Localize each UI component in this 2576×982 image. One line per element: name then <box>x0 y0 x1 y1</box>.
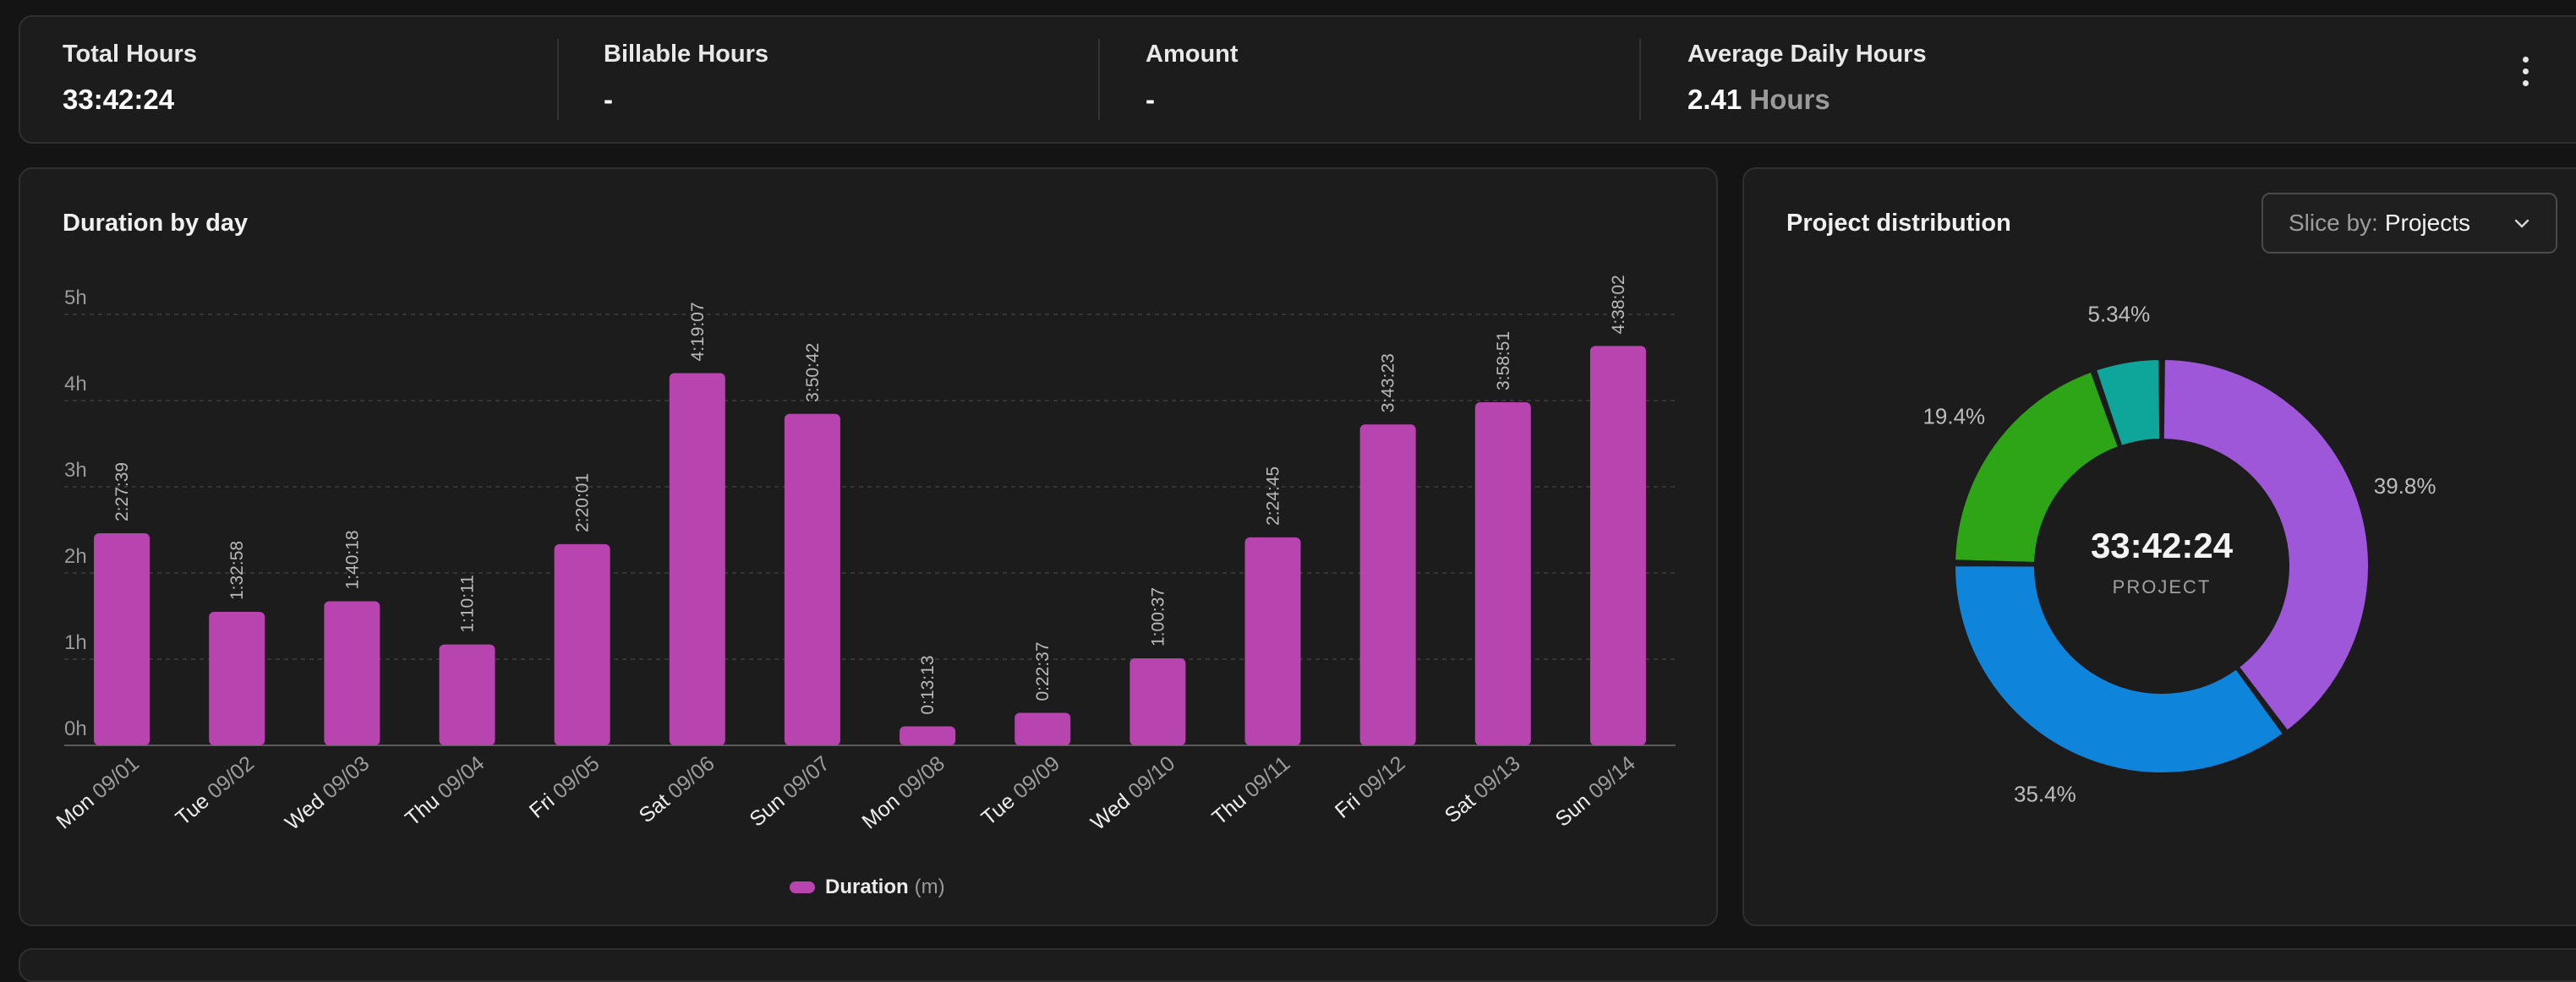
bar[interactable] <box>784 413 840 745</box>
bar[interactable] <box>900 726 956 745</box>
stat-amount: Amount - <box>1146 41 1239 116</box>
divider <box>1639 39 1641 120</box>
stat-value: - <box>604 84 613 115</box>
bar-value-label: 3:50:42 <box>803 343 823 402</box>
summary-bar: Total Hours 33:42:24 Billable Hours - Am… <box>19 15 2576 144</box>
kebab-menu-icon[interactable] <box>2519 57 2532 95</box>
stat-value: - <box>1146 84 1155 115</box>
donut-slice[interactable] <box>1953 565 2284 774</box>
slice-by-select[interactable]: Slice by: Projects <box>2262 193 2557 254</box>
x-tick-label: Tue 09/09 <box>977 751 1065 830</box>
bar[interactable] <box>324 601 380 745</box>
bar[interactable] <box>1589 346 1646 745</box>
legend-unit: (m) <box>914 876 945 898</box>
project-distribution-panel: Project distribution Slice by: Projects … <box>1742 167 2576 926</box>
x-tick-label: Sun 09/14 <box>1551 751 1639 832</box>
x-tick-label: Tue 09/02 <box>172 751 260 830</box>
stat-label: Average Daily Hours <box>1687 41 1927 68</box>
y-tick-label: 2h <box>64 545 87 568</box>
slice-percent-label: 39.8% <box>2374 473 2437 499</box>
bar[interactable] <box>1474 401 1531 745</box>
x-tick-label: Wed 09/10 <box>1086 751 1179 835</box>
bar-value-label: 1:32:58 <box>227 541 247 600</box>
next-panel-edge <box>19 948 2576 982</box>
x-tick-label: Mon 09/08 <box>857 751 949 833</box>
x-tick-label: Thu 09/11 <box>1208 751 1295 830</box>
panel-title: Duration by day <box>63 210 249 237</box>
stat-label: Billable Hours <box>604 41 768 68</box>
slice-by-prefix: Slice by: <box>2289 210 2378 236</box>
bar[interactable] <box>1129 657 1186 745</box>
bar-value-label: 4:19:07 <box>688 302 708 361</box>
bar-value-label: 0:13:13 <box>918 655 938 714</box>
x-tick-label: Mon 09/01 <box>52 751 144 833</box>
x-tick-label: Fri 09/12 <box>1331 751 1410 823</box>
donut-center-label: PROJECT <box>2113 576 2212 597</box>
stat-value: 33:42:24 <box>63 84 175 115</box>
stat-value: 2.41 Hours <box>1687 84 1927 116</box>
stat-label: Total Hours <box>63 41 197 68</box>
y-tick-label: 4h <box>64 373 87 396</box>
panel-title: Project distribution <box>1786 210 2011 237</box>
donut-center-value: 33:42:24 <box>2091 526 2234 565</box>
bar-value-label: 1:10:11 <box>458 575 478 633</box>
x-tick-label: Sat 09/13 <box>1441 751 1525 827</box>
x-tick-label: Thu 09/04 <box>401 751 489 831</box>
y-tick-label: 0h <box>64 717 87 740</box>
divider <box>557 39 559 120</box>
slice-by-value: Projects <box>2384 210 2470 236</box>
bar[interactable] <box>1359 424 1416 745</box>
duration-bar-chart: 0h 1h 2h 3h 4h 5h 2:27:39 Mon 09/01 1:32:58 Tue 0… <box>52 275 1676 835</box>
stat-billable-hours: Billable Hours - <box>604 41 768 116</box>
bar-value-label: 3:58:51 <box>1494 331 1513 390</box>
divider <box>1098 39 1100 120</box>
y-tick-label: 5h <box>64 286 87 309</box>
bar-value-label: 0:22:37 <box>1033 641 1053 701</box>
x-tick-label: Fri 09/05 <box>525 751 604 823</box>
bar[interactable] <box>554 543 610 745</box>
bar-value-label: 1:40:18 <box>342 530 362 589</box>
x-tick-label: Sat 09/06 <box>635 751 719 827</box>
bar-value-label: 3:43:23 <box>1379 353 1398 412</box>
donut-slice[interactable] <box>1954 370 2119 564</box>
bar-value-label: 1:00:37 <box>1148 587 1168 646</box>
bar-value-label: 2:20:01 <box>573 473 593 532</box>
slice-percent-label: 5.34% <box>2088 301 2151 326</box>
bar[interactable] <box>209 612 265 745</box>
stat-average-daily-hours: Average Daily Hours 2.41 Hours <box>1687 41 1927 116</box>
bar[interactable] <box>1244 537 1301 745</box>
legend-swatch <box>790 881 815 893</box>
bar[interactable] <box>94 532 150 745</box>
legend-label: Duration <box>825 876 909 898</box>
chevron-down-icon <box>2514 219 2530 228</box>
bar[interactable] <box>439 644 495 745</box>
bar[interactable] <box>669 373 725 745</box>
bar-value-label: 2:27:39 <box>112 462 132 521</box>
chart-legend[interactable]: Duration (m) <box>790 876 945 899</box>
slice-percent-label: 19.4% <box>1922 404 1985 429</box>
donut-slice[interactable] <box>2095 358 2162 447</box>
slice-percent-label: 35.4% <box>2014 782 2076 807</box>
project-donut-chart: 39.8% 35.4% 19.4% 5.34% 33:42:24 PROJECT <box>1922 301 2437 807</box>
bar[interactable] <box>1015 712 1071 745</box>
x-tick-label: Sun 09/07 <box>745 751 834 832</box>
stat-total-hours: Total Hours 33:42:24 <box>63 41 197 116</box>
x-tick-label: Wed 09/03 <box>281 751 374 835</box>
duration-by-day-panel: Duration by day 0h 1h 2h 3h 4h 5h 2:27:39 Mon 0… <box>19 167 1718 926</box>
donut-slice[interactable] <box>2162 358 2370 732</box>
bar-value-label: 2:24:45 <box>1264 466 1283 526</box>
average-unit: Hours <box>1749 84 1830 115</box>
stat-label: Amount <box>1146 41 1239 68</box>
y-tick-label: 3h <box>64 459 87 482</box>
y-tick-label: 1h <box>64 631 87 654</box>
average-value: 2.41 <box>1687 84 1742 115</box>
bar-value-label: 4:38:02 <box>1609 275 1628 334</box>
